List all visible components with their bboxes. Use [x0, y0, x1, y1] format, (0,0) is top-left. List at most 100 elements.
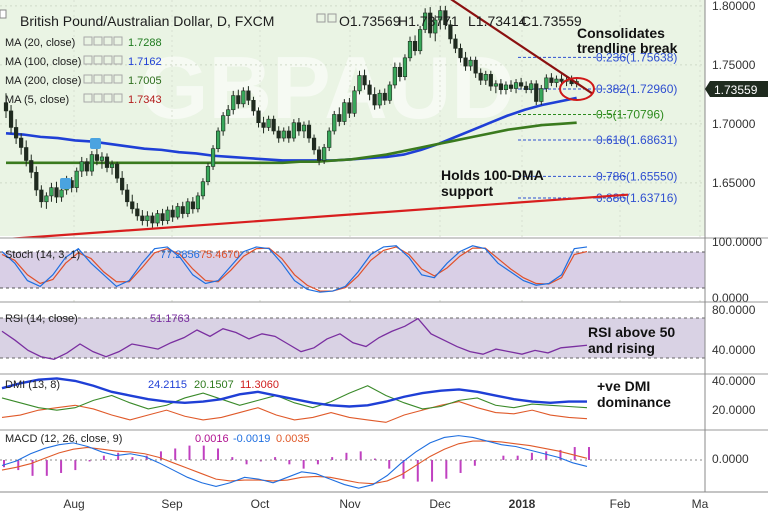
time-tick-label: Nov [339, 497, 360, 511]
candle [89, 151, 94, 176]
candle-body [24, 147, 29, 161]
candle-body [508, 84, 514, 89]
candle [397, 62, 403, 82]
event-flag-icon[interactable] [60, 178, 71, 189]
candle [387, 81, 392, 104]
candle [205, 162, 211, 186]
candle [301, 121, 307, 139]
candle [125, 184, 130, 207]
candle-body [357, 75, 362, 92]
candle [261, 116, 266, 134]
candle-body [438, 10, 443, 21]
candle-body [8, 110, 14, 128]
event-flag-icon[interactable] [90, 138, 101, 149]
event-icons[interactable] [60, 138, 101, 189]
candle-body [190, 201, 195, 210]
legend-control-icon [103, 93, 113, 103]
candle [549, 73, 554, 87]
legend-control-icon [93, 74, 103, 84]
candle-body [337, 114, 342, 122]
price-tag-value: 1.73559 [714, 83, 758, 97]
candle-body [347, 102, 352, 114]
candle [74, 167, 79, 193]
candle [39, 185, 44, 208]
legend-control-icon [83, 55, 93, 65]
candle-body [301, 124, 307, 132]
candle [539, 84, 544, 106]
dmi-pane[interactable]: DMI (13, 8) 24.2115 20.1507 11.3060 40.0000 2… [0, 373, 768, 428]
candle [29, 154, 34, 179]
annotation-circle [559, 77, 595, 101]
candle [327, 127, 332, 152]
candle-body [392, 66, 397, 86]
candle [438, 5, 443, 30]
dmi-minus-line [1, 401, 588, 423]
candle-body [377, 92, 382, 106]
annotation-holds-line2: support [441, 183, 493, 199]
legend-control-icon [113, 74, 123, 84]
settings-icon[interactable] [327, 13, 337, 23]
legend-control-icon [103, 36, 113, 46]
candle [554, 75, 559, 88]
time-tick-label: Oct [251, 497, 270, 511]
candle [175, 202, 180, 220]
candle [392, 62, 397, 89]
candle [357, 70, 362, 95]
candle [160, 208, 165, 226]
dmi-plus-line [1, 385, 588, 411]
rsi-pane[interactable]: RSI (14, close) 51.1763 80.0000 40.0000 [0, 301, 768, 372]
annotation-rsi-line2: and rising [588, 340, 655, 356]
candle-body [327, 130, 332, 148]
candle-body [195, 195, 201, 210]
fib-level-label: 0.236(1.75638) [596, 50, 677, 64]
time-tick-label: Dec [429, 497, 450, 511]
candle [165, 206, 170, 225]
stochastic-pane[interactable]: Stoch (14, 3, 1) 77.2856 75.4670100.00000.… [0, 235, 768, 305]
candle-body [155, 213, 160, 224]
stoch-band [0, 252, 705, 288]
legend-control-icon [83, 93, 93, 103]
eye-icon[interactable] [316, 13, 326, 23]
candle [24, 140, 29, 167]
candle-body [231, 95, 236, 111]
price-tag: 1.73559 [705, 81, 768, 97]
candle-body [382, 92, 387, 101]
candle-body [44, 195, 49, 203]
candle [84, 158, 89, 176]
collapse-icon[interactable] [0, 9, 7, 19]
candle-body [417, 29, 423, 52]
candle-body [488, 74, 493, 87]
fib-level-label: 0.382(1.72960) [596, 82, 677, 96]
header-controls[interactable] [316, 13, 337, 23]
candle [382, 88, 387, 106]
macd-axis-label: 0.0000 [712, 452, 749, 466]
candle-body [226, 109, 231, 116]
fib-level-label: 0.886(1.63716) [596, 191, 677, 205]
time-tick-label: Aug [63, 497, 84, 511]
candle [99, 152, 105, 169]
macd-pane[interactable]: MACD (12, 26, close, 9) 0.0016 -0.0019 0.00… [0, 429, 768, 492]
candle [281, 127, 286, 142]
candle-body [316, 149, 322, 161]
candle-body [433, 19, 438, 34]
moving-average-line [5, 96, 577, 162]
candle [402, 54, 408, 81]
candle-body [281, 130, 286, 139]
candle [104, 153, 110, 173]
candle-body [135, 208, 140, 217]
ohlc-low: L1.73414 [468, 13, 527, 29]
candle-body [170, 209, 175, 218]
legend-control-icon [93, 36, 103, 46]
candle-body [256, 110, 261, 124]
time-tick-label: 2018 [509, 497, 536, 511]
candle [316, 146, 322, 166]
price-axis: 1.80000 1.75000 1.70000 1.65000 [704, 0, 756, 514]
legend-control-icon [83, 74, 93, 84]
candle [544, 74, 549, 93]
candle [513, 79, 519, 94]
price-tick-label: 1.70000 [712, 117, 756, 131]
candle-body [448, 24, 453, 40]
candle [443, 5, 448, 30]
stoch-label: Stoch (14, 3, 1) [5, 249, 80, 261]
